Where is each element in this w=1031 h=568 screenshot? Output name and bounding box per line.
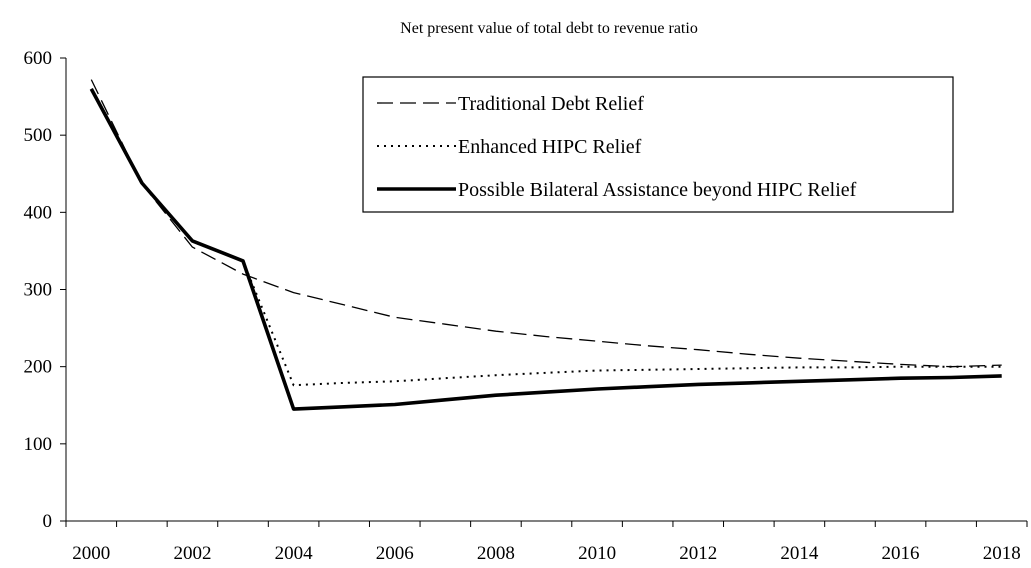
y-tick-label: 300 (24, 280, 53, 301)
x-tick-label: 2014 (780, 543, 819, 564)
y-tick-label: 500 (24, 125, 53, 146)
axes: 0 100 200 300 400 500 600 2000 2002 2004 2006 2008 2… (24, 48, 1028, 564)
x-tick-label: 2002 (173, 543, 211, 564)
chart-title: Net present value of total debt to reven… (400, 20, 698, 37)
x-tick-label: 2000 (72, 543, 110, 564)
legend-label-1: Traditional Debt Relief (458, 93, 644, 115)
x-tick-label: 2004 (275, 543, 314, 564)
legend-label-2: Enhanced HIPC Relief (458, 136, 642, 158)
x-tick-label: 2016 (882, 543, 920, 564)
legend-label-3: Possible Bilateral Assistance beyond HIP… (458, 179, 857, 201)
y-tick-label: 0 (43, 511, 53, 532)
series-layer (89, 79, 1002, 411)
series-line-3 (89, 88, 1002, 411)
legend-box (362, 76, 954, 213)
x-tick-label: 2008 (477, 543, 515, 564)
y-tick-label: 200 (24, 357, 53, 378)
x-tick-label: 2018 (983, 543, 1021, 564)
series-line-1 (90, 79, 1002, 368)
x-tick-label: 2010 (578, 543, 616, 564)
y-tick-label: 400 (24, 202, 53, 223)
y-tick-label: 100 (24, 434, 53, 455)
legend: Traditional Debt Relief Enhanced HIPC Rel… (362, 76, 954, 213)
y-tick-label: 600 (24, 48, 53, 69)
x-tick-label: 2006 (376, 543, 414, 564)
x-tick-label: 2012 (679, 543, 717, 564)
